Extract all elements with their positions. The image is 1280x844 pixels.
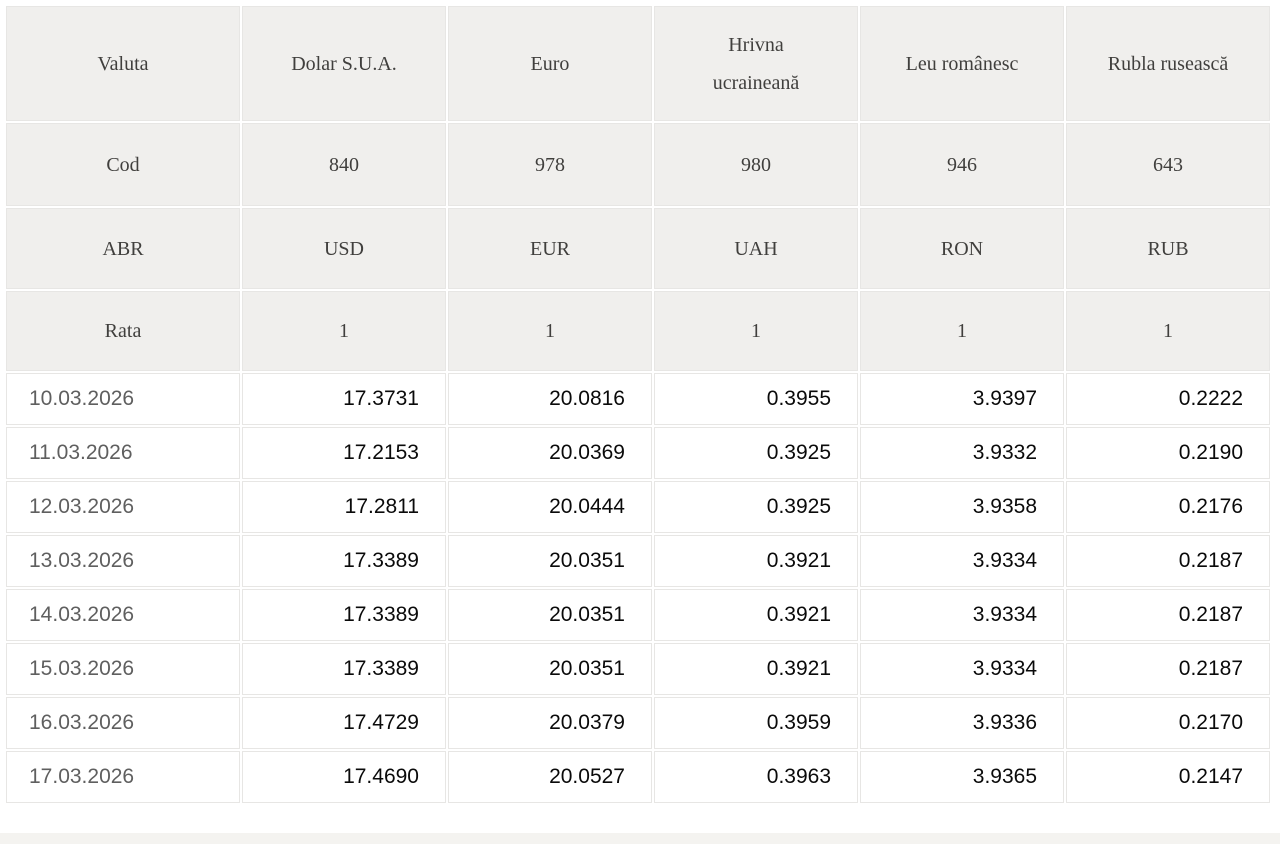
date-cell: 16.03.2026 xyxy=(6,697,240,749)
rate-value-eur: 20.0444 xyxy=(448,481,652,533)
rate-value-ron: 3.9334 xyxy=(860,535,1064,587)
header-row-valuta: Valuta Dolar S.U.A. Euro Hrivna ucrainea… xyxy=(6,6,1270,121)
rate-value-uah: 0.3959 xyxy=(654,697,858,749)
currency-abbr-uah: UAH xyxy=(654,208,858,289)
rate-value-usd: 17.3731 xyxy=(242,373,446,425)
currency-code-usd: 840 xyxy=(242,123,446,206)
rate-unit-uah: 1 xyxy=(654,291,858,371)
rate-row: 12.03.2026 17.2811 20.0444 0.3925 3.9358… xyxy=(6,481,1270,533)
rate-row: 11.03.2026 17.2153 20.0369 0.3925 3.9332… xyxy=(6,427,1270,479)
rate-value-eur: 20.0369 xyxy=(448,427,652,479)
rate-row: 13.03.2026 17.3389 20.0351 0.3921 3.9334… xyxy=(6,535,1270,587)
exchange-rates-table: Valuta Dolar S.U.A. Euro Hrivna ucrainea… xyxy=(4,4,1272,805)
rate-row: 14.03.2026 17.3389 20.0351 0.3921 3.9334… xyxy=(6,589,1270,641)
rate-value-eur: 20.0527 xyxy=(448,751,652,803)
rate-value-rub: 0.2187 xyxy=(1066,643,1270,695)
header-label-valuta: Valuta xyxy=(6,6,240,121)
rate-row: 15.03.2026 17.3389 20.0351 0.3921 3.9334… xyxy=(6,643,1270,695)
rate-value-uah: 0.3955 xyxy=(654,373,858,425)
currency-name-usd: Dolar S.U.A. xyxy=(242,6,446,121)
rate-value-eur: 20.0379 xyxy=(448,697,652,749)
rate-value-eur: 20.0351 xyxy=(448,535,652,587)
rate-value-rub: 0.2176 xyxy=(1066,481,1270,533)
rate-value-usd: 17.2811 xyxy=(242,481,446,533)
rate-row: 10.03.2026 17.3731 20.0816 0.3955 3.9397… xyxy=(6,373,1270,425)
currency-name-rub: Rubla rusească xyxy=(1066,6,1270,121)
currency-abbr-usd: USD xyxy=(242,208,446,289)
currency-abbr-ron: RON xyxy=(860,208,1064,289)
rate-value-uah: 0.3921 xyxy=(654,643,858,695)
rate-value-uah: 0.3921 xyxy=(654,535,858,587)
rate-unit-usd: 1 xyxy=(242,291,446,371)
rate-value-uah: 0.3963 xyxy=(654,751,858,803)
header-label-abr: ABR xyxy=(6,208,240,289)
currency-name-ron: Leu românesc xyxy=(860,6,1064,121)
currency-code-rub: 643 xyxy=(1066,123,1270,206)
rate-value-eur: 20.0351 xyxy=(448,643,652,695)
rate-value-usd: 17.3389 xyxy=(242,589,446,641)
currency-code-ron: 946 xyxy=(860,123,1064,206)
rate-value-ron: 3.9332 xyxy=(860,427,1064,479)
rate-value-ron: 3.9336 xyxy=(860,697,1064,749)
rate-value-ron: 3.9397 xyxy=(860,373,1064,425)
rate-value-eur: 20.0351 xyxy=(448,589,652,641)
rate-value-ron: 3.9334 xyxy=(860,643,1064,695)
header-row-abr: ABR USD EUR UAH RON RUB xyxy=(6,208,1270,289)
rate-unit-eur: 1 xyxy=(448,291,652,371)
date-cell: 15.03.2026 xyxy=(6,643,240,695)
rate-value-rub: 0.2187 xyxy=(1066,589,1270,641)
header-row-rata: Rata 1 1 1 1 1 xyxy=(6,291,1270,371)
date-cell: 13.03.2026 xyxy=(6,535,240,587)
currency-code-uah: 980 xyxy=(654,123,858,206)
date-cell: 10.03.2026 xyxy=(6,373,240,425)
rate-value-rub: 0.2147 xyxy=(1066,751,1270,803)
rate-value-usd: 17.2153 xyxy=(242,427,446,479)
rate-value-usd: 17.3389 xyxy=(242,643,446,695)
header-row-cod: Cod 840 978 980 946 643 xyxy=(6,123,1270,206)
rate-value-usd: 17.3389 xyxy=(242,535,446,587)
header-label-cod: Cod xyxy=(6,123,240,206)
rate-value-usd: 17.4690 xyxy=(242,751,446,803)
rate-unit-rub: 1 xyxy=(1066,291,1270,371)
currency-abbr-rub: RUB xyxy=(1066,208,1270,289)
rate-value-usd: 17.4729 xyxy=(242,697,446,749)
rate-value-ron: 3.9358 xyxy=(860,481,1064,533)
rate-row: 17.03.2026 17.4690 20.0527 0.3963 3.9365… xyxy=(6,751,1270,803)
date-cell: 17.03.2026 xyxy=(6,751,240,803)
currency-name-eur: Euro xyxy=(448,6,652,121)
date-cell: 14.03.2026 xyxy=(6,589,240,641)
rate-value-rub: 0.2187 xyxy=(1066,535,1270,587)
rate-unit-ron: 1 xyxy=(860,291,1064,371)
rate-value-uah: 0.3921 xyxy=(654,589,858,641)
date-cell: 11.03.2026 xyxy=(6,427,240,479)
header-label-rata: Rata xyxy=(6,291,240,371)
rate-value-ron: 3.9365 xyxy=(860,751,1064,803)
rate-value-rub: 0.2222 xyxy=(1066,373,1270,425)
rate-value-rub: 0.2170 xyxy=(1066,697,1270,749)
rate-value-ron: 3.9334 xyxy=(860,589,1064,641)
rate-value-rub: 0.2190 xyxy=(1066,427,1270,479)
rate-value-uah: 0.3925 xyxy=(654,427,858,479)
currency-abbr-eur: EUR xyxy=(448,208,652,289)
page-background-strip xyxy=(0,833,1280,844)
date-cell: 12.03.2026 xyxy=(6,481,240,533)
currency-name-uah: Hrivna ucraineană xyxy=(654,6,858,121)
currency-code-eur: 978 xyxy=(448,123,652,206)
rate-row: 16.03.2026 17.4729 20.0379 0.3959 3.9336… xyxy=(6,697,1270,749)
rate-value-eur: 20.0816 xyxy=(448,373,652,425)
rate-value-uah: 0.3925 xyxy=(654,481,858,533)
